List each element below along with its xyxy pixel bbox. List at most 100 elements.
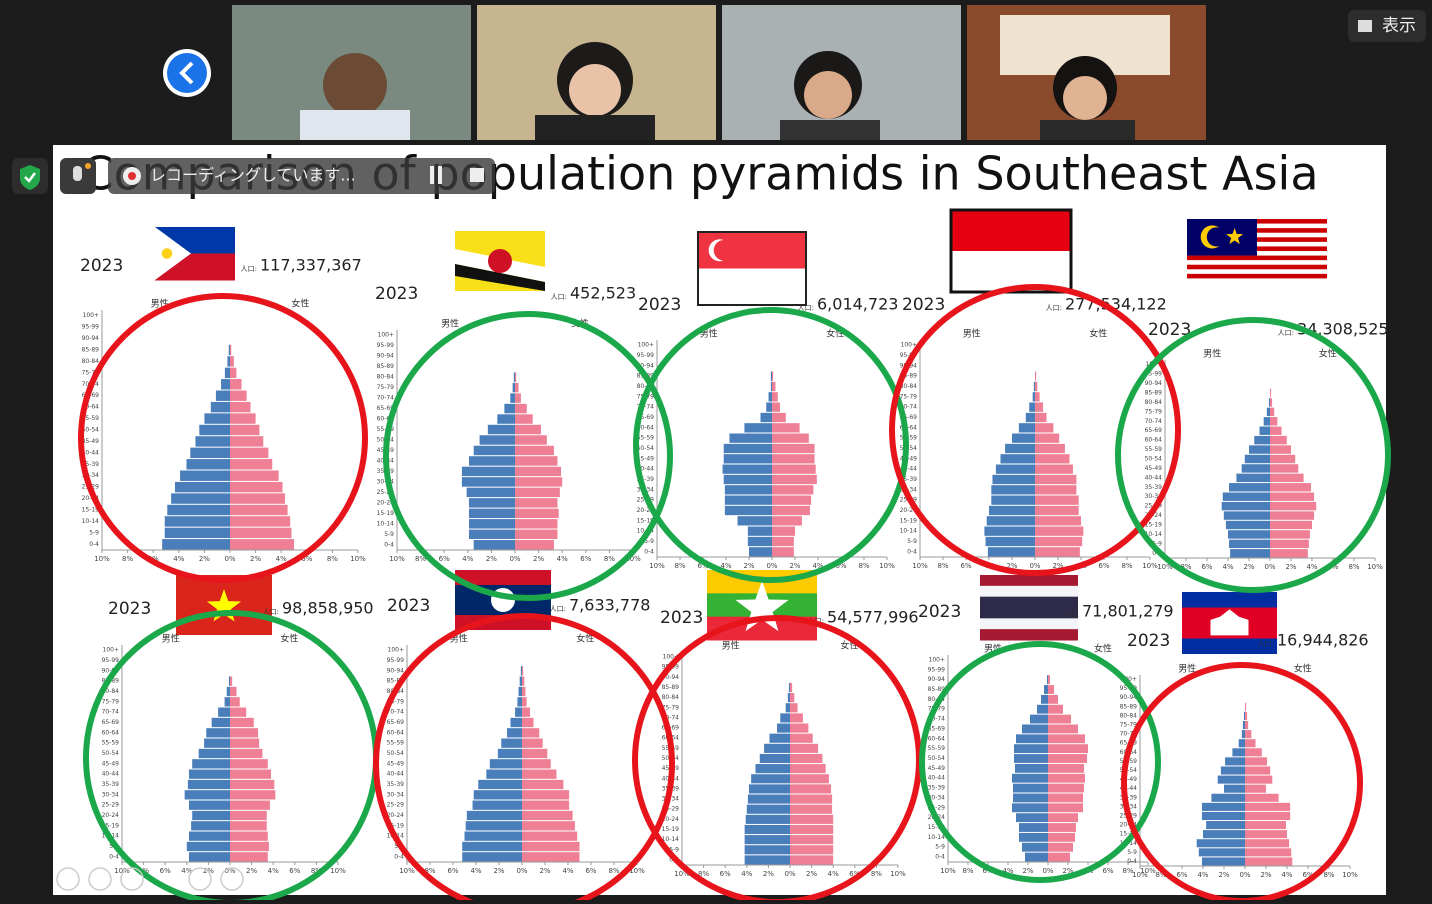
male-bar — [777, 723, 790, 733]
male-bar — [744, 855, 790, 865]
male-bar — [517, 697, 522, 707]
female-bar — [230, 800, 270, 810]
x-tick-label: 0% — [1042, 867, 1053, 875]
age-label: 55-59 — [1145, 446, 1163, 453]
male-label: 男性 — [162, 633, 180, 645]
age-label: 10-14 — [900, 528, 918, 535]
x-tick-label: 6% — [849, 870, 860, 878]
female-bar — [230, 852, 268, 862]
male-bar — [785, 703, 790, 713]
age-label: 65-69 — [102, 719, 120, 726]
x-tick-label: 2% — [1062, 867, 1073, 875]
stop-button[interactable] — [470, 168, 484, 182]
male-bar — [468, 498, 515, 508]
male-bar — [466, 487, 515, 498]
male-bar — [191, 821, 230, 831]
male-bar — [1229, 539, 1270, 549]
age-label: 15-19 — [377, 510, 395, 517]
flag-part — [1187, 260, 1327, 266]
prev-button[interactable] — [56, 867, 80, 891]
x-tick-label: 2% — [743, 562, 754, 570]
x-tick-label: 6% — [447, 867, 458, 875]
male-bar — [1221, 501, 1270, 511]
annotation-circle — [1115, 317, 1391, 593]
age-label: 60-64 — [102, 729, 120, 736]
female-bar — [1035, 454, 1070, 464]
female-bar — [522, 738, 543, 748]
age-label: 15-19 — [928, 824, 946, 831]
age-label: 95-99 — [377, 342, 395, 349]
female-label: 女性 — [291, 298, 309, 310]
pen-button[interactable] — [120, 867, 144, 891]
next-button[interactable] — [88, 867, 112, 891]
male-bar — [1203, 830, 1245, 839]
female-bar — [790, 723, 809, 733]
recording-status: レコーディングしています... — [150, 166, 356, 185]
age-label: 65-69 — [387, 719, 405, 726]
age-label: 85-89 — [387, 678, 405, 685]
age-label: 5-9 — [1127, 849, 1137, 856]
male-bar — [489, 759, 522, 769]
male-bar — [1005, 443, 1035, 454]
male-bar — [228, 676, 230, 686]
female-bar — [230, 356, 234, 367]
female-bar — [1270, 407, 1275, 417]
male-bar — [198, 748, 230, 759]
female-bar — [1245, 757, 1268, 766]
male-bar — [1263, 417, 1270, 426]
x-tick-label: 10% — [879, 562, 895, 570]
male-bar — [1268, 398, 1270, 407]
x-tick-label: 4% — [173, 555, 184, 563]
x-tick-label: 10% — [674, 870, 690, 878]
female-bar — [230, 516, 291, 527]
x-tick-label: 8% — [327, 555, 338, 563]
female-bar — [790, 845, 834, 855]
age-label: 15-19 — [387, 822, 405, 829]
x-tick-label: 8% — [1121, 562, 1132, 570]
more-button[interactable] — [220, 867, 244, 891]
age-label: 0-4 — [907, 548, 917, 555]
male-bar — [1211, 793, 1245, 802]
x-tick-label: 6% — [1176, 871, 1187, 879]
age-label: 70-74 — [928, 716, 946, 723]
male-bar — [766, 402, 772, 412]
age-label: 35-39 — [102, 781, 120, 788]
age-label: 75-79 — [1120, 722, 1138, 729]
x-tick-label: 2% — [246, 867, 257, 875]
male-bar — [1018, 423, 1035, 433]
female-bar — [515, 498, 558, 508]
age-label: 90-94 — [662, 674, 680, 681]
x-tick-label: 6% — [580, 555, 591, 563]
male-bar — [513, 372, 515, 382]
female-bar — [790, 814, 834, 824]
age-label: 100+ — [83, 312, 99, 319]
country-flag — [1187, 219, 1327, 284]
male-bar — [1015, 763, 1048, 773]
female-bar — [1245, 766, 1271, 775]
female-bar — [1048, 704, 1063, 714]
male-bar — [510, 393, 515, 403]
year: 2023 — [1127, 631, 1170, 651]
age-label: 80-84 — [377, 374, 395, 381]
male-bar — [186, 841, 230, 852]
female-bar — [1245, 830, 1287, 839]
male-bar — [518, 686, 522, 697]
age-label: 90-94 — [1145, 380, 1163, 387]
female-bar — [230, 676, 233, 686]
pause-button[interactable] — [430, 166, 434, 184]
age-label: 95-99 — [1120, 685, 1138, 692]
female-bar — [772, 495, 812, 505]
population-prefix: 人口: — [241, 265, 257, 273]
female-bar — [230, 390, 247, 401]
x-tick-label: 6% — [720, 870, 731, 878]
male-bar — [1037, 704, 1048, 714]
zoom-button[interactable] — [188, 867, 212, 891]
male-bar — [723, 443, 772, 454]
view-button[interactable] — [1348, 10, 1426, 42]
x-tick-label: 4% — [276, 555, 287, 563]
male-bar — [497, 414, 515, 424]
male-bar — [468, 529, 515, 540]
age-label: 85-89 — [1145, 390, 1163, 397]
male-bar — [1014, 754, 1048, 763]
x-tick-label: 4% — [1002, 867, 1013, 875]
